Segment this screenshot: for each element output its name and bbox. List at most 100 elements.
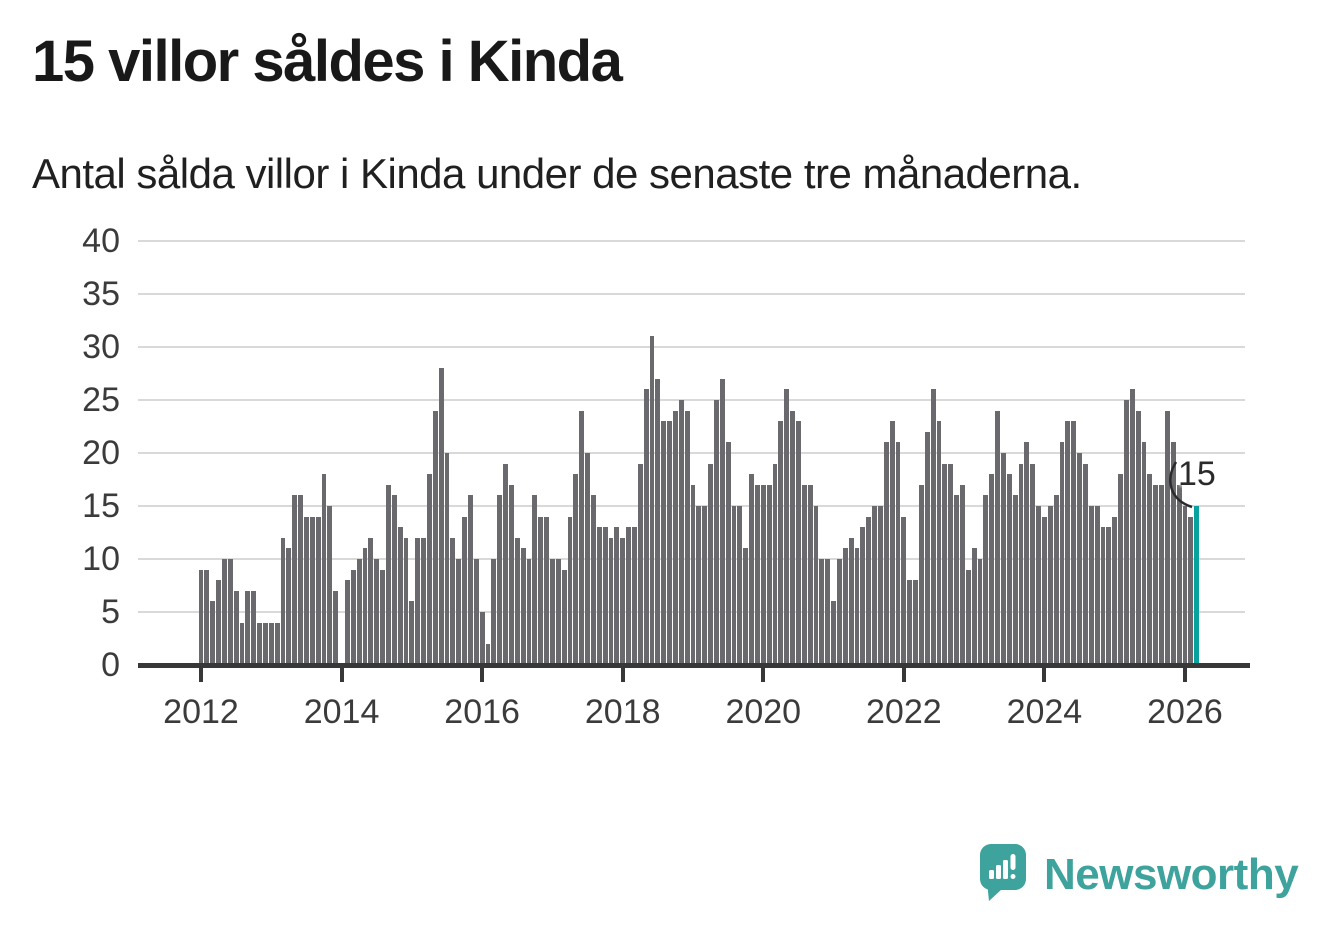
brand-name: Newsworthy <box>1044 850 1299 899</box>
y-axis-label: 35 <box>82 275 120 313</box>
bar <box>883 442 889 665</box>
bar <box>221 559 227 665</box>
bar <box>889 421 895 665</box>
bar <box>333 590 339 665</box>
bar <box>1030 463 1036 665</box>
logo-icon <box>980 844 1026 901</box>
x-axis-tick <box>901 668 906 682</box>
bar <box>432 410 438 665</box>
bar <box>444 453 450 665</box>
bar <box>385 484 391 665</box>
x-axis-label: 2024 <box>1006 693 1083 731</box>
bar <box>292 495 298 665</box>
bar <box>749 474 754 665</box>
bar <box>274 622 280 665</box>
bar <box>907 580 913 665</box>
bar <box>702 506 708 665</box>
bar <box>456 559 462 665</box>
bar <box>315 516 321 665</box>
gridline <box>138 240 1245 242</box>
bar <box>895 442 901 665</box>
bar <box>1164 410 1170 665</box>
bar <box>567 516 573 665</box>
x-axis-line <box>138 663 1250 668</box>
bar <box>321 474 327 665</box>
bar <box>760 484 766 665</box>
bar <box>1082 463 1088 665</box>
bar <box>497 495 503 665</box>
bar <box>1118 474 1123 665</box>
bar <box>1018 463 1024 665</box>
bar <box>948 463 954 665</box>
bar <box>977 559 983 665</box>
bar <box>807 484 813 665</box>
bar <box>725 442 731 665</box>
x-axis-tick <box>1182 668 1187 682</box>
bar <box>778 421 784 665</box>
bar <box>239 622 245 665</box>
bar <box>877 506 883 665</box>
logo-bars-icon <box>989 860 1008 879</box>
bar <box>860 527 866 665</box>
bar <box>1088 506 1094 665</box>
bar <box>1129 389 1135 665</box>
bar <box>508 484 514 665</box>
bar <box>538 516 544 665</box>
bar <box>737 506 743 665</box>
bar <box>1176 484 1182 665</box>
bar <box>1053 495 1059 665</box>
bar <box>608 537 614 665</box>
bar <box>602 527 608 665</box>
bar <box>1106 527 1112 665</box>
bar <box>298 495 303 665</box>
x-axis-tick <box>199 668 203 682</box>
bar <box>585 453 590 665</box>
bar <box>467 495 473 665</box>
bar <box>708 463 713 665</box>
bar <box>655 378 661 665</box>
bar <box>1141 442 1147 665</box>
x-axis-tick <box>1042 668 1047 682</box>
bar <box>257 622 262 665</box>
bar <box>1188 516 1194 665</box>
page-title: 15 villor såldes i Kinda <box>32 29 623 94</box>
bar <box>930 389 936 665</box>
bar <box>526 559 532 665</box>
bar <box>983 495 989 665</box>
bar <box>344 580 350 665</box>
bar <box>1006 474 1012 665</box>
x-axis-tick <box>620 668 625 682</box>
bar <box>965 569 971 665</box>
bar <box>391 495 397 665</box>
chart-subtitle: Antal sålda villor i Kinda under de sena… <box>32 150 1082 197</box>
bar <box>573 474 579 665</box>
bar <box>216 580 221 665</box>
x-axis-tick <box>339 668 344 682</box>
bar <box>415 537 421 665</box>
x-axis-label: 2022 <box>866 693 942 731</box>
bar <box>245 590 251 665</box>
bar <box>684 410 690 665</box>
bar <box>1041 516 1047 665</box>
bar <box>743 548 749 665</box>
bar <box>936 421 942 665</box>
newsworthy-logo: Newsworthy <box>978 844 1308 904</box>
bar <box>754 484 760 665</box>
bar <box>813 506 819 665</box>
highlight-bar <box>1194 506 1200 665</box>
x-axis-label: 2012 <box>163 693 239 731</box>
bar <box>678 400 684 665</box>
bar <box>719 378 725 665</box>
bar <box>959 484 965 665</box>
bar <box>954 495 959 665</box>
x-axis-label: 2026 <box>1147 693 1223 731</box>
bar <box>374 559 380 665</box>
bar <box>485 643 491 665</box>
bar <box>836 559 842 665</box>
bar <box>1024 442 1030 665</box>
bar <box>262 622 268 665</box>
bar <box>1182 506 1188 665</box>
bar <box>672 410 678 665</box>
bar <box>397 527 403 665</box>
bar <box>795 421 801 665</box>
